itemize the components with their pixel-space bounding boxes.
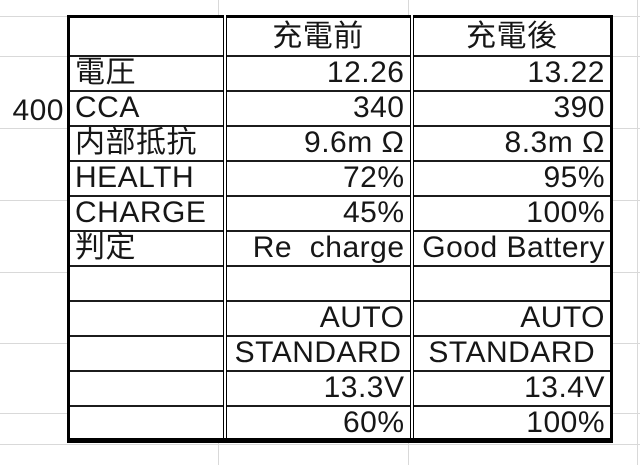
cell-spacer-label[interactable]	[67, 264, 226, 302]
cell-internal-resistance-before[interactable]: 9.6m Ω	[222, 124, 413, 162]
cell-health-before[interactable]: 72%	[222, 159, 413, 197]
cell-mode-standard-before[interactable]: STANDARD	[222, 334, 413, 372]
cell-voltage-reading-label[interactable]	[67, 369, 226, 407]
cell-voltage-reading-after[interactable]: 13.4V	[409, 369, 613, 407]
cell-mode-standard-after[interactable]: STANDARD	[409, 334, 613, 372]
row-voltage: 電圧 12.26 13.22	[67, 54, 613, 92]
cell-judgement-label[interactable]: 判定	[67, 229, 226, 267]
cell-judgement-after[interactable]: Good Battery	[409, 229, 613, 267]
cell-percent-reading-after[interactable]: 100%	[409, 404, 613, 442]
row-mode-auto: AUTO AUTO	[67, 299, 613, 337]
header-cell-after-charge[interactable]: 充電後	[409, 15, 613, 57]
cell-judgement-before[interactable]: Re charge	[222, 229, 413, 267]
row-spacer	[67, 264, 613, 302]
cell-charge-label[interactable]: CHARGE	[67, 194, 226, 232]
battery-test-result-table: 充電前 充電後 電圧 12.26 13.22 CCA 340 390 内部抵抗 …	[67, 15, 613, 443]
cell-cca-label[interactable]: CCA	[67, 89, 226, 127]
row-voltage-reading: 13.3V 13.4V	[67, 369, 613, 407]
cell-voltage-reading-before[interactable]: 13.3V	[222, 369, 413, 407]
cell-percent-reading-before[interactable]: 60%	[222, 404, 413, 442]
cell-internal-resistance-after[interactable]: 8.3m Ω	[409, 124, 613, 162]
gridline-horizontal	[0, 444, 640, 445]
cell-cca-after[interactable]: 390	[409, 89, 613, 127]
cell-spacer-after[interactable]	[409, 264, 613, 302]
cell-voltage-label[interactable]: 電圧	[67, 54, 226, 92]
cell-spacer-before[interactable]	[222, 264, 413, 302]
row-percent-reading: 60% 100%	[67, 404, 613, 442]
cell-mode-auto-before[interactable]: AUTO	[222, 299, 413, 337]
cell-mode-auto-after[interactable]: AUTO	[409, 299, 613, 337]
cell-voltage-after[interactable]: 13.22	[409, 54, 613, 92]
row-mode-standard: STANDARD STANDARD	[67, 334, 613, 372]
sheet-cell-rated-cca[interactable]: 400	[12, 94, 64, 127]
row-charge: CHARGE 45% 100%	[67, 194, 613, 232]
cell-percent-reading-label[interactable]	[67, 404, 226, 442]
header-cell-blank[interactable]	[67, 15, 226, 57]
row-cca: CCA 340 390	[67, 89, 613, 127]
row-judgement: 判定 Re charge Good Battery	[67, 229, 613, 267]
cell-cca-before[interactable]: 340	[222, 89, 413, 127]
table-header-row: 充電前 充電後	[67, 15, 613, 57]
gridline-vertical	[637, 0, 638, 465]
header-cell-before-charge[interactable]: 充電前	[222, 15, 413, 57]
cell-health-after[interactable]: 95%	[409, 159, 613, 197]
cell-health-label[interactable]: HEALTH	[67, 159, 226, 197]
cell-internal-resistance-label[interactable]: 内部抵抗	[67, 124, 226, 162]
row-health: HEALTH 72% 95%	[67, 159, 613, 197]
cell-voltage-before[interactable]: 12.26	[222, 54, 413, 92]
cell-charge-before[interactable]: 45%	[222, 194, 413, 232]
cell-mode-standard-label[interactable]	[67, 334, 226, 372]
row-internal-resistance: 内部抵抗 9.6m Ω 8.3m Ω	[67, 124, 613, 162]
cell-mode-auto-label[interactable]	[67, 299, 226, 337]
cell-charge-after[interactable]: 100%	[409, 194, 613, 232]
